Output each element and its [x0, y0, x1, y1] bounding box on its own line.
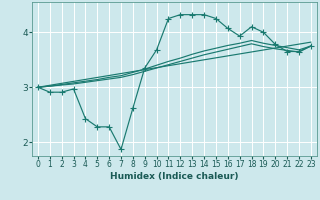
X-axis label: Humidex (Indice chaleur): Humidex (Indice chaleur) — [110, 172, 239, 181]
